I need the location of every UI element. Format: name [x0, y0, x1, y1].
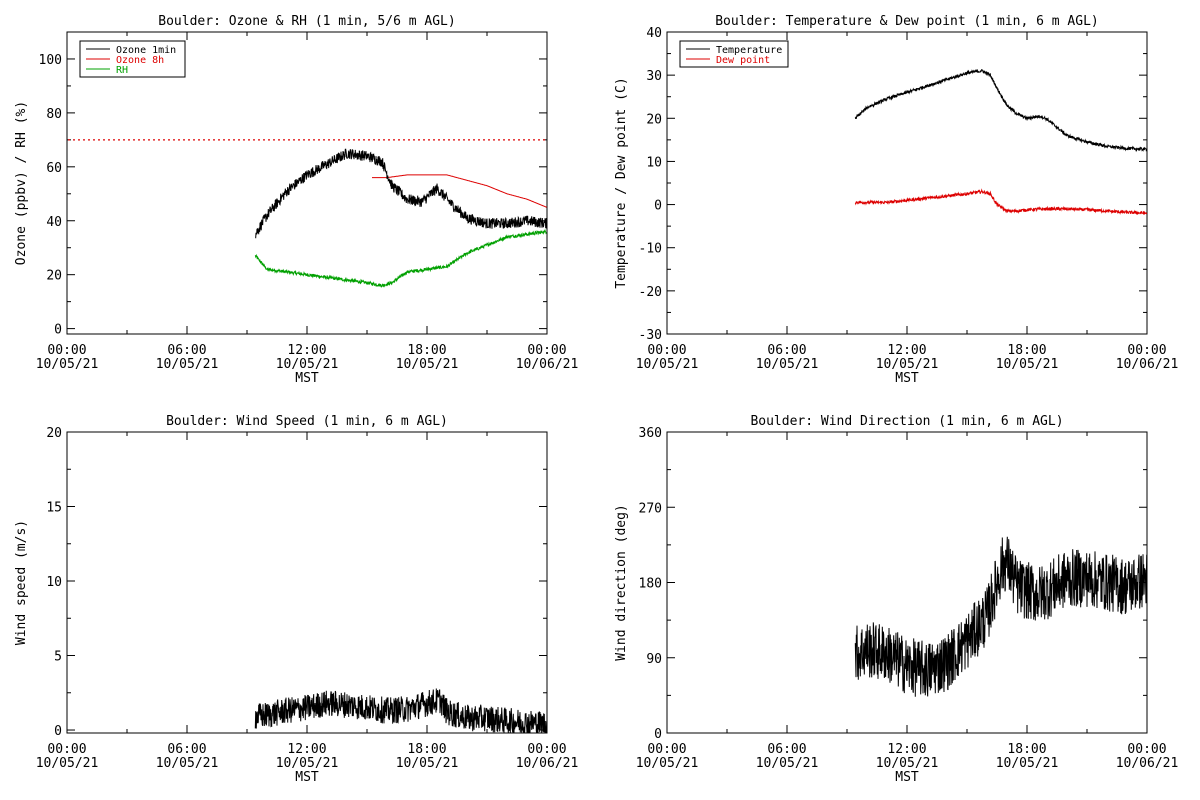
x-tick-time: 18:00: [1007, 343, 1046, 358]
x-tick-date: 10/05/21: [636, 357, 699, 372]
legend-box: [679, 40, 789, 68]
x-tick-time: 12:00: [887, 742, 926, 757]
series-line-ozone-1min: [255, 148, 548, 239]
plot-frame: [66, 431, 548, 734]
chart-panel-wind-dir: Boulder: Wind Direction (1 min, 6 m AGL)…: [614, 414, 1178, 785]
series-line: [854, 536, 1148, 697]
x-tick-date: 10/06/21: [516, 357, 579, 372]
x-tick-date: 10/05/21: [396, 756, 459, 771]
x-axis-label: MST: [895, 371, 919, 386]
x-tick-time: 00:00: [1127, 343, 1166, 358]
legend-label: Ozone 1min: [116, 45, 176, 56]
y-tick-label: 30: [646, 69, 662, 84]
x-tick-date: 10/05/21: [36, 756, 99, 771]
y-tick-label: 90: [646, 652, 662, 667]
x-tick-date: 10/06/21: [1116, 756, 1179, 771]
y-tick-label: 15: [46, 501, 62, 516]
y-tick-label: 10: [46, 575, 62, 590]
y-axis-label: Wind speed (m/s): [14, 520, 29, 645]
chart-title: Boulder: Wind Speed (1 min, 6 m AGL): [166, 414, 448, 429]
y-tick-label: 80: [46, 107, 62, 122]
y-tick-label: 0: [654, 199, 662, 214]
x-tick-time: 00:00: [527, 343, 566, 358]
x-tick-time: 06:00: [767, 343, 806, 358]
y-tick-label: 270: [639, 501, 662, 516]
chart-title: Boulder: Wind Direction (1 min, 6 m AGL): [750, 414, 1063, 429]
y-tick-label: -30: [639, 328, 662, 343]
series-line: [254, 688, 548, 734]
y-tick-label: 0: [54, 323, 62, 338]
series-line-ozone-8h: [372, 174, 547, 208]
x-tick-date: 10/05/21: [756, 357, 819, 372]
y-tick-label: 40: [46, 215, 62, 230]
y-tick-label: 100: [39, 53, 62, 68]
y-tick-label: 40: [646, 26, 662, 41]
x-tick-date: 10/05/21: [636, 756, 699, 771]
x-tick-date: 10/05/21: [276, 756, 339, 771]
y-tick-label: -10: [639, 242, 662, 257]
x-tick-date: 10/05/21: [36, 357, 99, 372]
x-tick-date: 10/05/21: [396, 357, 459, 372]
x-tick-date: 10/05/21: [996, 756, 1059, 771]
x-tick-time: 00:00: [47, 343, 86, 358]
series-line-temperature: [854, 68, 1148, 153]
y-tick-label: 0: [654, 727, 662, 742]
x-tick-time: 12:00: [287, 742, 326, 757]
x-tick-time: 06:00: [767, 742, 806, 757]
chart-title: Boulder: Temperature & Dew point (1 min,…: [715, 14, 1099, 29]
x-tick-date: 10/05/21: [756, 756, 819, 771]
x-tick-date: 10/05/21: [156, 357, 219, 372]
legend-label: Ozone 8h: [116, 55, 164, 66]
x-tick-time: 18:00: [407, 343, 446, 358]
x-tick-time: 00:00: [647, 343, 686, 358]
y-tick-label: 10: [646, 155, 662, 170]
y-axis-label: Temperature / Dew point (C): [614, 77, 629, 288]
x-tick-time: 18:00: [407, 742, 446, 757]
legend-label: RH: [116, 65, 128, 76]
chart-title: Boulder: Ozone & RH (1 min, 5/6 m AGL): [158, 14, 455, 29]
x-tick-date: 10/05/21: [876, 756, 939, 771]
x-tick-date: 10/05/21: [156, 756, 219, 771]
y-tick-label: 60: [46, 161, 62, 176]
x-tick-time: 18:00: [1007, 742, 1046, 757]
legend-label: Dew point: [716, 55, 770, 66]
plot-frame: [666, 31, 1148, 335]
y-tick-label: 360: [639, 426, 662, 441]
series-line-dew-point: [854, 188, 1148, 216]
series-line-rh: [254, 228, 547, 288]
x-tick-time: 00:00: [47, 742, 86, 757]
y-tick-label: 180: [639, 577, 662, 592]
chart-panel-wind-speed: Boulder: Wind Speed (1 min, 6 m AGL) 0 5 10…: [14, 414, 578, 785]
y-tick-label: -20: [639, 285, 662, 300]
x-tick-time: 00:00: [527, 742, 566, 757]
y-axis-label: Wind direction (deg): [614, 504, 629, 661]
y-tick-label: 0: [54, 724, 62, 739]
x-tick-time: 06:00: [167, 343, 206, 358]
y-tick-label: 20: [46, 269, 62, 284]
x-tick-date: 10/05/21: [276, 357, 339, 372]
legend-label: Temperature: [716, 45, 782, 56]
x-tick-time: 12:00: [287, 343, 326, 358]
chart-panel-ozone-rh: Boulder: Ozone & RH (1 min, 5/6 m AGL) 0 2…: [14, 14, 578, 386]
x-tick-time: 00:00: [1127, 742, 1166, 757]
y-tick-label: 20: [646, 112, 662, 127]
x-tick-time: 06:00: [167, 742, 206, 757]
y-tick-label: 20: [46, 426, 62, 441]
y-tick-label: 5: [54, 650, 62, 665]
y-axis-label: Ozone (ppbv) / RH (%): [14, 101, 29, 265]
x-axis-label: MST: [295, 770, 319, 785]
x-tick-date: 10/06/21: [1116, 357, 1179, 372]
x-tick-time: 12:00: [887, 343, 926, 358]
x-axis-label: MST: [295, 371, 319, 386]
x-tick-time: 00:00: [647, 742, 686, 757]
chart-panel-temp-dew: Boulder: Temperature & Dew point (1 min,…: [614, 14, 1178, 386]
x-tick-date: 10/06/21: [516, 756, 579, 771]
x-tick-date: 10/05/21: [996, 357, 1059, 372]
x-tick-date: 10/05/21: [876, 357, 939, 372]
x-axis-label: MST: [895, 770, 919, 785]
